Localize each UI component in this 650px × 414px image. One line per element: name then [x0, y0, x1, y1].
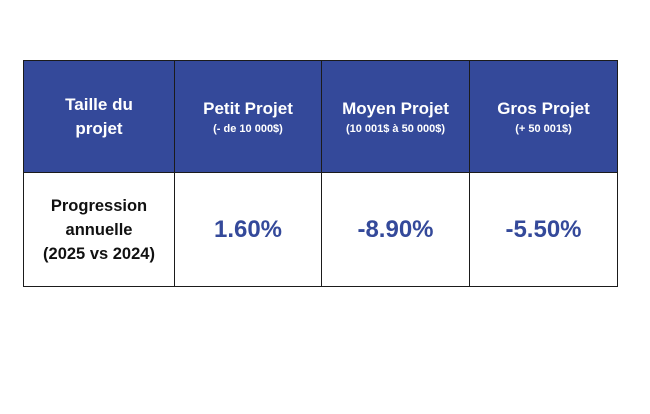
header-cell-medium-project: Moyen Projet (10 001$ à 50 000$) — [321, 60, 470, 173]
value-small-project: 1.60% — [213, 215, 283, 243]
header-large-project-title: Gros Projet — [497, 98, 590, 118]
header-row: Taille du projet Petit Projet (- de 10 0… — [23, 60, 618, 173]
header-cell-small-project: Petit Projet (- de 10 000$) — [174, 60, 322, 173]
value-cell-small-project: 1.60% — [174, 172, 322, 287]
comparison-table: Taille du projet Petit Projet (- de 10 0… — [23, 60, 618, 287]
header-cell-project-size: Taille du projet — [23, 60, 175, 173]
value-cell-medium-project: -8.90% — [321, 172, 470, 287]
table-row: Progression annuelle (2025 vs 2024) 1.60… — [23, 172, 618, 287]
value-cell-large-project: -5.50% — [469, 172, 618, 287]
header-medium-project-title: Moyen Projet — [342, 98, 449, 118]
row-label-line: Progression — [50, 196, 148, 215]
header-medium-project-range: (10 001$ à 50 000$) — [345, 122, 446, 135]
row-label-line: annuelle — [65, 220, 133, 239]
header-project-size-label: Taille du projet — [65, 94, 133, 138]
header-cell-large-project: Gros Projet (+ 50 001$) — [469, 60, 618, 173]
header-small-project-range: (- de 10 000$) — [213, 122, 283, 135]
table-body: Progression annuelle (2025 vs 2024) 1.60… — [23, 172, 618, 287]
row-label-line: (2025 vs 2024) — [43, 244, 155, 263]
table-header: Taille du projet Petit Projet (- de 10 0… — [23, 60, 618, 173]
value-medium-project: -8.90% — [357, 215, 434, 243]
header-small-project-title: Petit Projet — [203, 98, 293, 118]
row-label-cell: Progression annuelle (2025 vs 2024) — [23, 172, 175, 287]
value-large-project: -5.50% — [505, 215, 582, 243]
header-large-project-range: (+ 50 001$) — [515, 122, 572, 135]
comparison-table-container: Taille du projet Petit Projet (- de 10 0… — [23, 60, 618, 287]
